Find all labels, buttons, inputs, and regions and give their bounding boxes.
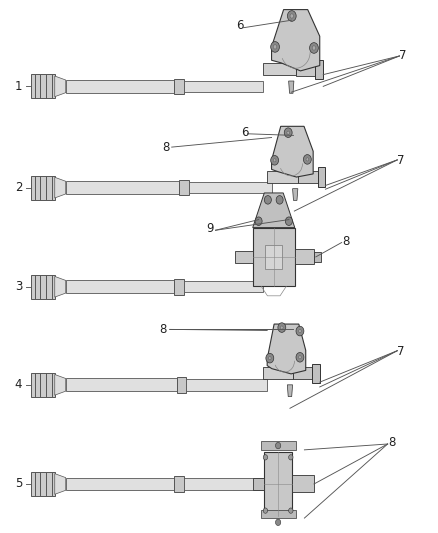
Circle shape [296, 326, 304, 336]
Text: 8: 8 [159, 323, 166, 336]
Circle shape [312, 46, 316, 50]
Text: 6: 6 [236, 19, 244, 32]
Polygon shape [289, 81, 294, 93]
Text: 3: 3 [15, 280, 22, 293]
FancyBboxPatch shape [312, 364, 320, 383]
Circle shape [310, 43, 318, 53]
Polygon shape [55, 177, 66, 198]
Polygon shape [287, 385, 293, 397]
FancyBboxPatch shape [31, 275, 55, 298]
FancyBboxPatch shape [314, 252, 321, 262]
FancyBboxPatch shape [184, 478, 263, 490]
Circle shape [276, 519, 281, 526]
Circle shape [268, 357, 271, 360]
Polygon shape [55, 474, 66, 494]
Circle shape [263, 455, 268, 460]
FancyBboxPatch shape [179, 180, 188, 196]
Text: 7: 7 [397, 155, 405, 167]
Circle shape [290, 14, 293, 18]
Circle shape [276, 196, 283, 204]
FancyBboxPatch shape [261, 441, 296, 450]
FancyBboxPatch shape [263, 367, 293, 379]
Polygon shape [272, 126, 313, 177]
FancyBboxPatch shape [186, 379, 267, 391]
FancyBboxPatch shape [184, 80, 263, 92]
Text: 7: 7 [397, 345, 405, 358]
FancyBboxPatch shape [184, 281, 263, 293]
Circle shape [289, 455, 293, 460]
FancyBboxPatch shape [263, 63, 296, 75]
FancyBboxPatch shape [293, 367, 312, 379]
Polygon shape [55, 277, 66, 297]
FancyBboxPatch shape [265, 245, 282, 269]
FancyBboxPatch shape [66, 478, 174, 490]
FancyBboxPatch shape [31, 373, 55, 397]
Circle shape [263, 508, 268, 513]
Circle shape [299, 329, 301, 333]
Circle shape [299, 356, 301, 359]
FancyBboxPatch shape [267, 171, 298, 183]
FancyBboxPatch shape [177, 377, 186, 393]
Polygon shape [55, 375, 66, 395]
Polygon shape [55, 76, 66, 96]
Circle shape [306, 158, 309, 161]
Text: 7: 7 [399, 50, 407, 62]
FancyBboxPatch shape [174, 476, 184, 492]
Circle shape [289, 508, 293, 513]
Text: 6: 6 [240, 126, 248, 139]
Circle shape [255, 217, 262, 225]
Circle shape [284, 128, 292, 138]
FancyBboxPatch shape [261, 510, 296, 518]
Text: 4: 4 [14, 378, 22, 391]
FancyBboxPatch shape [264, 452, 292, 516]
Polygon shape [293, 189, 298, 200]
Circle shape [278, 323, 286, 333]
Polygon shape [272, 10, 320, 71]
FancyBboxPatch shape [295, 249, 314, 264]
Polygon shape [253, 193, 295, 228]
Circle shape [286, 217, 293, 225]
FancyBboxPatch shape [318, 167, 325, 187]
Circle shape [271, 42, 279, 52]
FancyBboxPatch shape [253, 478, 264, 490]
Circle shape [280, 326, 283, 329]
FancyBboxPatch shape [31, 472, 55, 496]
Text: 5: 5 [15, 478, 22, 490]
Text: 8: 8 [389, 436, 396, 449]
Text: 1: 1 [14, 80, 22, 93]
Circle shape [304, 155, 311, 164]
Circle shape [276, 442, 281, 449]
FancyBboxPatch shape [315, 60, 323, 79]
FancyBboxPatch shape [298, 171, 318, 183]
FancyBboxPatch shape [253, 228, 295, 286]
Text: 9: 9 [206, 222, 214, 235]
FancyBboxPatch shape [31, 75, 55, 98]
Polygon shape [267, 324, 306, 374]
Circle shape [287, 11, 296, 21]
Text: 2: 2 [14, 181, 22, 194]
Circle shape [271, 156, 279, 165]
FancyBboxPatch shape [66, 280, 174, 293]
Circle shape [266, 353, 274, 363]
FancyBboxPatch shape [66, 378, 177, 391]
Circle shape [273, 159, 276, 162]
Circle shape [273, 45, 277, 49]
FancyBboxPatch shape [292, 475, 314, 492]
Text: 8: 8 [343, 236, 350, 248]
FancyBboxPatch shape [174, 279, 184, 295]
FancyBboxPatch shape [296, 63, 315, 76]
FancyBboxPatch shape [66, 80, 174, 93]
FancyBboxPatch shape [66, 181, 179, 194]
Circle shape [265, 196, 272, 204]
FancyBboxPatch shape [174, 78, 184, 94]
FancyBboxPatch shape [188, 182, 272, 193]
Circle shape [296, 352, 304, 362]
Text: 8: 8 [162, 141, 169, 154]
Circle shape [287, 131, 290, 134]
FancyBboxPatch shape [31, 176, 55, 199]
FancyBboxPatch shape [235, 251, 253, 263]
